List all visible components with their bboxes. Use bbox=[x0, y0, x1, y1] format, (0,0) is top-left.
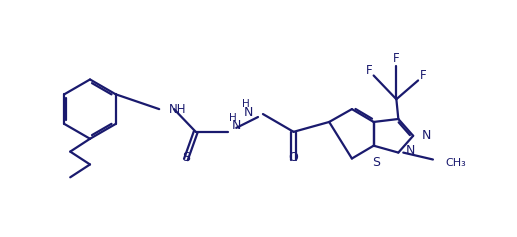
Text: CH₃: CH₃ bbox=[446, 159, 466, 169]
Text: S: S bbox=[182, 151, 190, 164]
Text: N: N bbox=[231, 119, 241, 132]
Text: NH: NH bbox=[169, 103, 187, 116]
Text: N: N bbox=[244, 105, 253, 118]
Text: F: F bbox=[393, 52, 400, 65]
Text: H: H bbox=[230, 113, 237, 123]
Text: O: O bbox=[288, 151, 298, 164]
Text: F: F bbox=[420, 69, 427, 82]
Text: N: N bbox=[406, 144, 416, 157]
Text: H: H bbox=[242, 99, 250, 109]
Text: F: F bbox=[366, 64, 372, 77]
Text: N: N bbox=[422, 129, 431, 142]
Text: S: S bbox=[373, 156, 381, 169]
